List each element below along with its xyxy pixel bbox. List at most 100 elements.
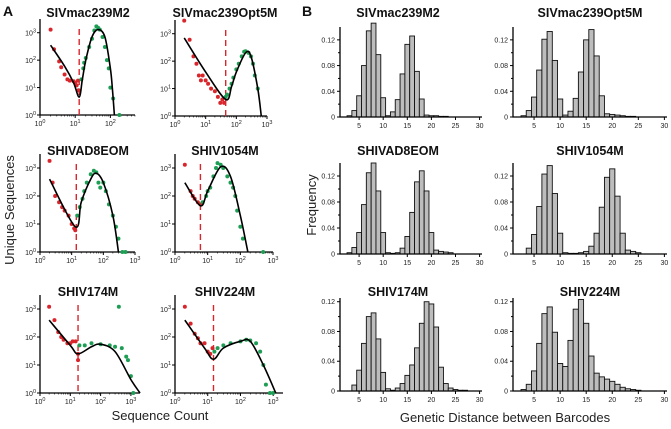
panel-title: SIVmac239M2 [356,6,439,20]
point-below-cutoff [200,73,205,78]
histogram-bar [414,347,420,392]
histogram-bar [414,181,420,255]
x-tick-label: 20 [608,123,616,130]
histogram-bar [572,97,579,118]
point-above-cutoff [124,354,129,359]
point-below-cutoff [70,339,75,344]
histogram-bar [375,338,382,392]
y-tick-label: 103 [160,305,171,314]
point-below-cutoff [62,72,67,77]
histogram-panel-3: SHIVAD8EOM 0 0.04 0.08 0.12 5 10 15 20 25 30 [321,144,483,267]
y-tick-label: 100 [160,112,171,121]
histogram-bar [609,380,616,392]
point-below-cutoff [222,100,227,105]
y-tick-label: 0 [504,252,508,259]
y-tick-label: 103 [25,29,36,38]
histogram-bar [536,342,543,392]
x-tick-label: 100 [35,397,46,406]
histogram-bar [409,364,415,392]
point-above-cutoff [221,343,226,348]
y-tick-label: 0.12 [321,299,335,306]
point-below-cutoff [76,88,81,93]
histogram-panel-2: SIVmac239Opt5M 0 0.04 0.08 0.12 5 10 15 20 25 30 [494,6,668,130]
point-above-cutoff [96,180,101,185]
histogram-bar [404,235,411,255]
histogram-panel-1: SIVmac239M2 0 0.04 0.08 0.12 5 10 15 20 25 30 [321,6,483,130]
a-y-axis-label: Unique Sequences [2,155,17,265]
axes [39,19,135,116]
histogram-bar [557,363,564,392]
x-tick-label: 103 [262,120,273,129]
x-tick-label: 100 [35,119,46,128]
panel-letter-a: A [3,3,13,19]
histogram-bar [546,165,553,255]
x-tick-label: 5 [357,123,361,130]
point-above-cutoff [98,185,103,190]
x-tick-label: 103 [130,256,141,265]
scatter-panel-4: SHIV1054M 100 101 102 103 100 101 102 103 [160,144,278,265]
x-tick-label: 102 [235,256,246,265]
x-tick-label: 5 [532,397,536,404]
y-tick-label: 100 [25,111,36,120]
point-below-cutoff [73,339,78,344]
histogram-bar [361,65,367,118]
histogram-bar [394,99,401,118]
y-tick-label: 100 [160,389,171,398]
panel-title: SHIVAD8EOM [357,144,439,158]
histogram-bar [557,232,564,255]
point-above-cutoff [119,346,124,351]
x-tick-label: 20 [608,397,616,404]
x-tick-label: 101 [202,256,213,265]
x-tick-label: 25 [634,123,642,130]
fit-curve [184,319,277,394]
panel-title: SIVmac239Opt5M [538,6,643,20]
y-tick-label: 0.12 [321,174,335,181]
x-tick-label: 30 [476,397,484,404]
panel-title: SIVmac239M2 [46,6,129,20]
x-tick-label: 15 [582,260,590,267]
point-above-cutoff [215,161,220,166]
panel-title: SHIV174M [58,285,118,299]
point-above-cutoff [123,250,128,254]
x-tick-label: 102 [95,397,106,406]
point-above-cutoff [258,349,263,354]
histogram-bar [380,232,387,255]
histogram-bar [577,71,585,118]
histogram-bar [525,247,532,255]
scatter-panel-3: SHIVAD8EOM 100 101 102 103 100 101 102 103 [25,144,140,265]
x-tick-label: 10 [556,397,564,404]
fit-curve [184,165,249,253]
x-tick-label: 5 [532,123,536,130]
x-tick-label: 25 [634,397,642,404]
y-tick-label: 100 [25,389,36,398]
point-above-cutoff [108,85,113,90]
y-tick-label: 0.04 [494,226,508,233]
histogram-bar [572,308,579,392]
histogram-bar [536,206,543,255]
point-below-cutoff [182,162,187,167]
histogram-bar [365,172,372,255]
panel-title: SHIVAD8EOM [47,144,129,158]
point-below-cutoff [47,158,52,163]
histogram-bar [351,384,358,392]
point-above-cutoff [100,34,105,39]
y-tick-label: 0.12 [494,37,508,44]
histogram-bar [351,247,358,255]
histogram-bar [577,299,585,392]
point-above-cutoff [212,349,217,354]
point-above-cutoff [113,344,118,349]
histogram-bar [418,322,425,392]
histogram-bar [365,316,372,392]
histogram-bar [428,232,435,255]
histogram-bar [380,371,387,392]
x-tick-label: 102 [231,120,242,129]
histogram-bar [356,95,362,118]
x-tick-label: 100 [170,256,181,265]
point-below-cutoff [53,194,58,198]
histogram-bar [361,204,367,255]
y-tick-label: 103 [25,164,36,173]
point-above-cutoff [104,58,109,63]
histogram-bar [399,383,406,392]
point-above-cutoff [88,172,93,177]
histogram-bar [551,331,558,392]
